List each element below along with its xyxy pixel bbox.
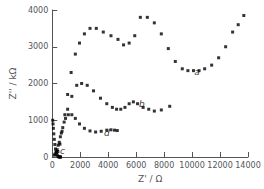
svg-text:0: 0 [50,161,55,170]
svg-text:4000: 4000 [28,6,48,15]
svg-text:b: b [139,99,145,109]
svg-text:8000: 8000 [154,161,174,170]
svg-text:4000: 4000 [98,161,118,170]
svg-text:2000: 2000 [70,161,90,170]
svg-text:Z' / Ω: Z' / Ω [138,174,162,184]
svg-text:3000: 3000 [28,42,48,51]
svg-text:Z'' / kΩ: Z'' / kΩ [8,67,18,99]
svg-text:0: 0 [43,153,48,162]
svg-text:a: a [194,67,200,77]
svg-text:6000: 6000 [126,161,146,170]
svg-text:12000: 12000 [207,161,232,170]
svg-text:14000: 14000 [235,161,260,170]
svg-text:c: c [60,146,65,156]
svg-text:1000: 1000 [28,116,48,125]
svg-text:10000: 10000 [179,161,204,170]
svg-text:d: d [104,128,110,138]
svg-text:2000: 2000 [28,79,48,88]
